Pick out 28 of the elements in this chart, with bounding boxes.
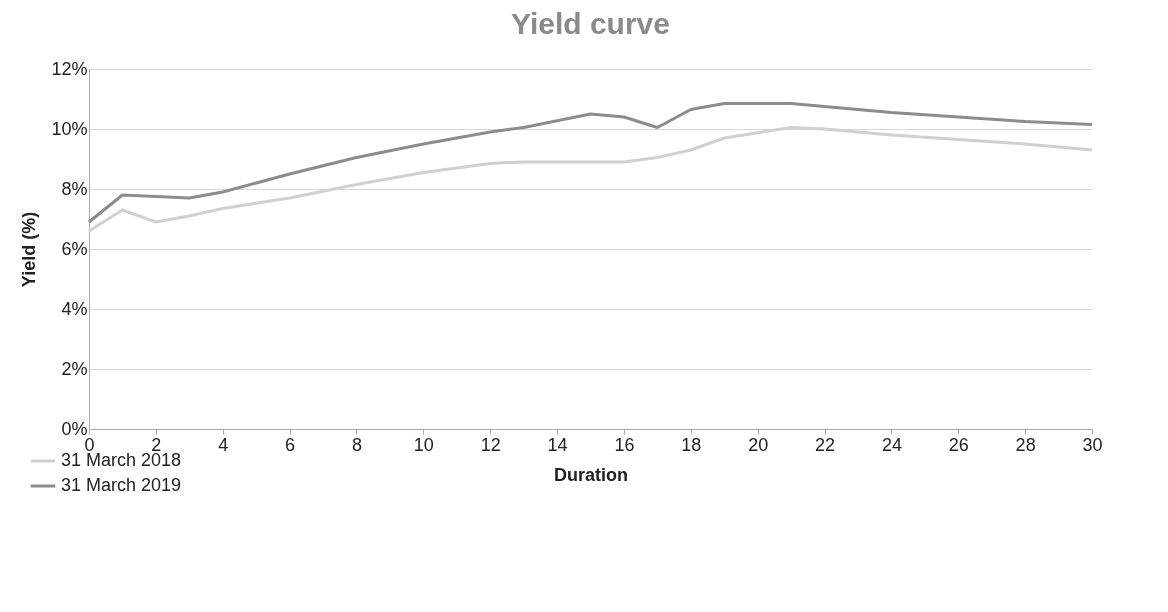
x-tick-label: 4 (218, 434, 229, 455)
x-tick-label: 28 (1015, 434, 1036, 455)
x-tick-label: 30 (1082, 434, 1103, 455)
y-tick-label: 10% (51, 118, 88, 139)
x-tick-label: 18 (681, 434, 702, 455)
x-tick-label: 24 (881, 434, 902, 455)
x-tick-label: 14 (547, 434, 568, 455)
x-tick-label: 10 (413, 434, 434, 455)
y-tick-label: 8% (61, 178, 88, 199)
legend-label: 31 March 2018 (61, 450, 182, 470)
legend-label: 31 March 2019 (61, 475, 182, 495)
x-tick-label: 6 (285, 434, 296, 455)
x-tick-label: 12 (480, 434, 501, 455)
x-tick-label: 22 (815, 434, 836, 455)
line-series (87, 126, 1094, 233)
chart-title: Yield curve (511, 7, 670, 40)
y-tick-label: 6% (61, 238, 88, 259)
line-series (87, 102, 1094, 224)
x-tick-label: 26 (948, 434, 969, 455)
x-tick-label: 20 (748, 434, 769, 455)
x-axis-title: Duration (554, 464, 628, 485)
y-tick-label: 12% (51, 58, 88, 79)
y-axis-title: Yield (%) (19, 211, 40, 288)
y-tick-label: 4% (61, 298, 88, 319)
x-tick-label: 16 (614, 434, 635, 455)
y-tick-label: 0% (61, 418, 88, 439)
x-tick-label: 8 (351, 434, 362, 455)
y-tick-label: 2% (61, 358, 88, 379)
